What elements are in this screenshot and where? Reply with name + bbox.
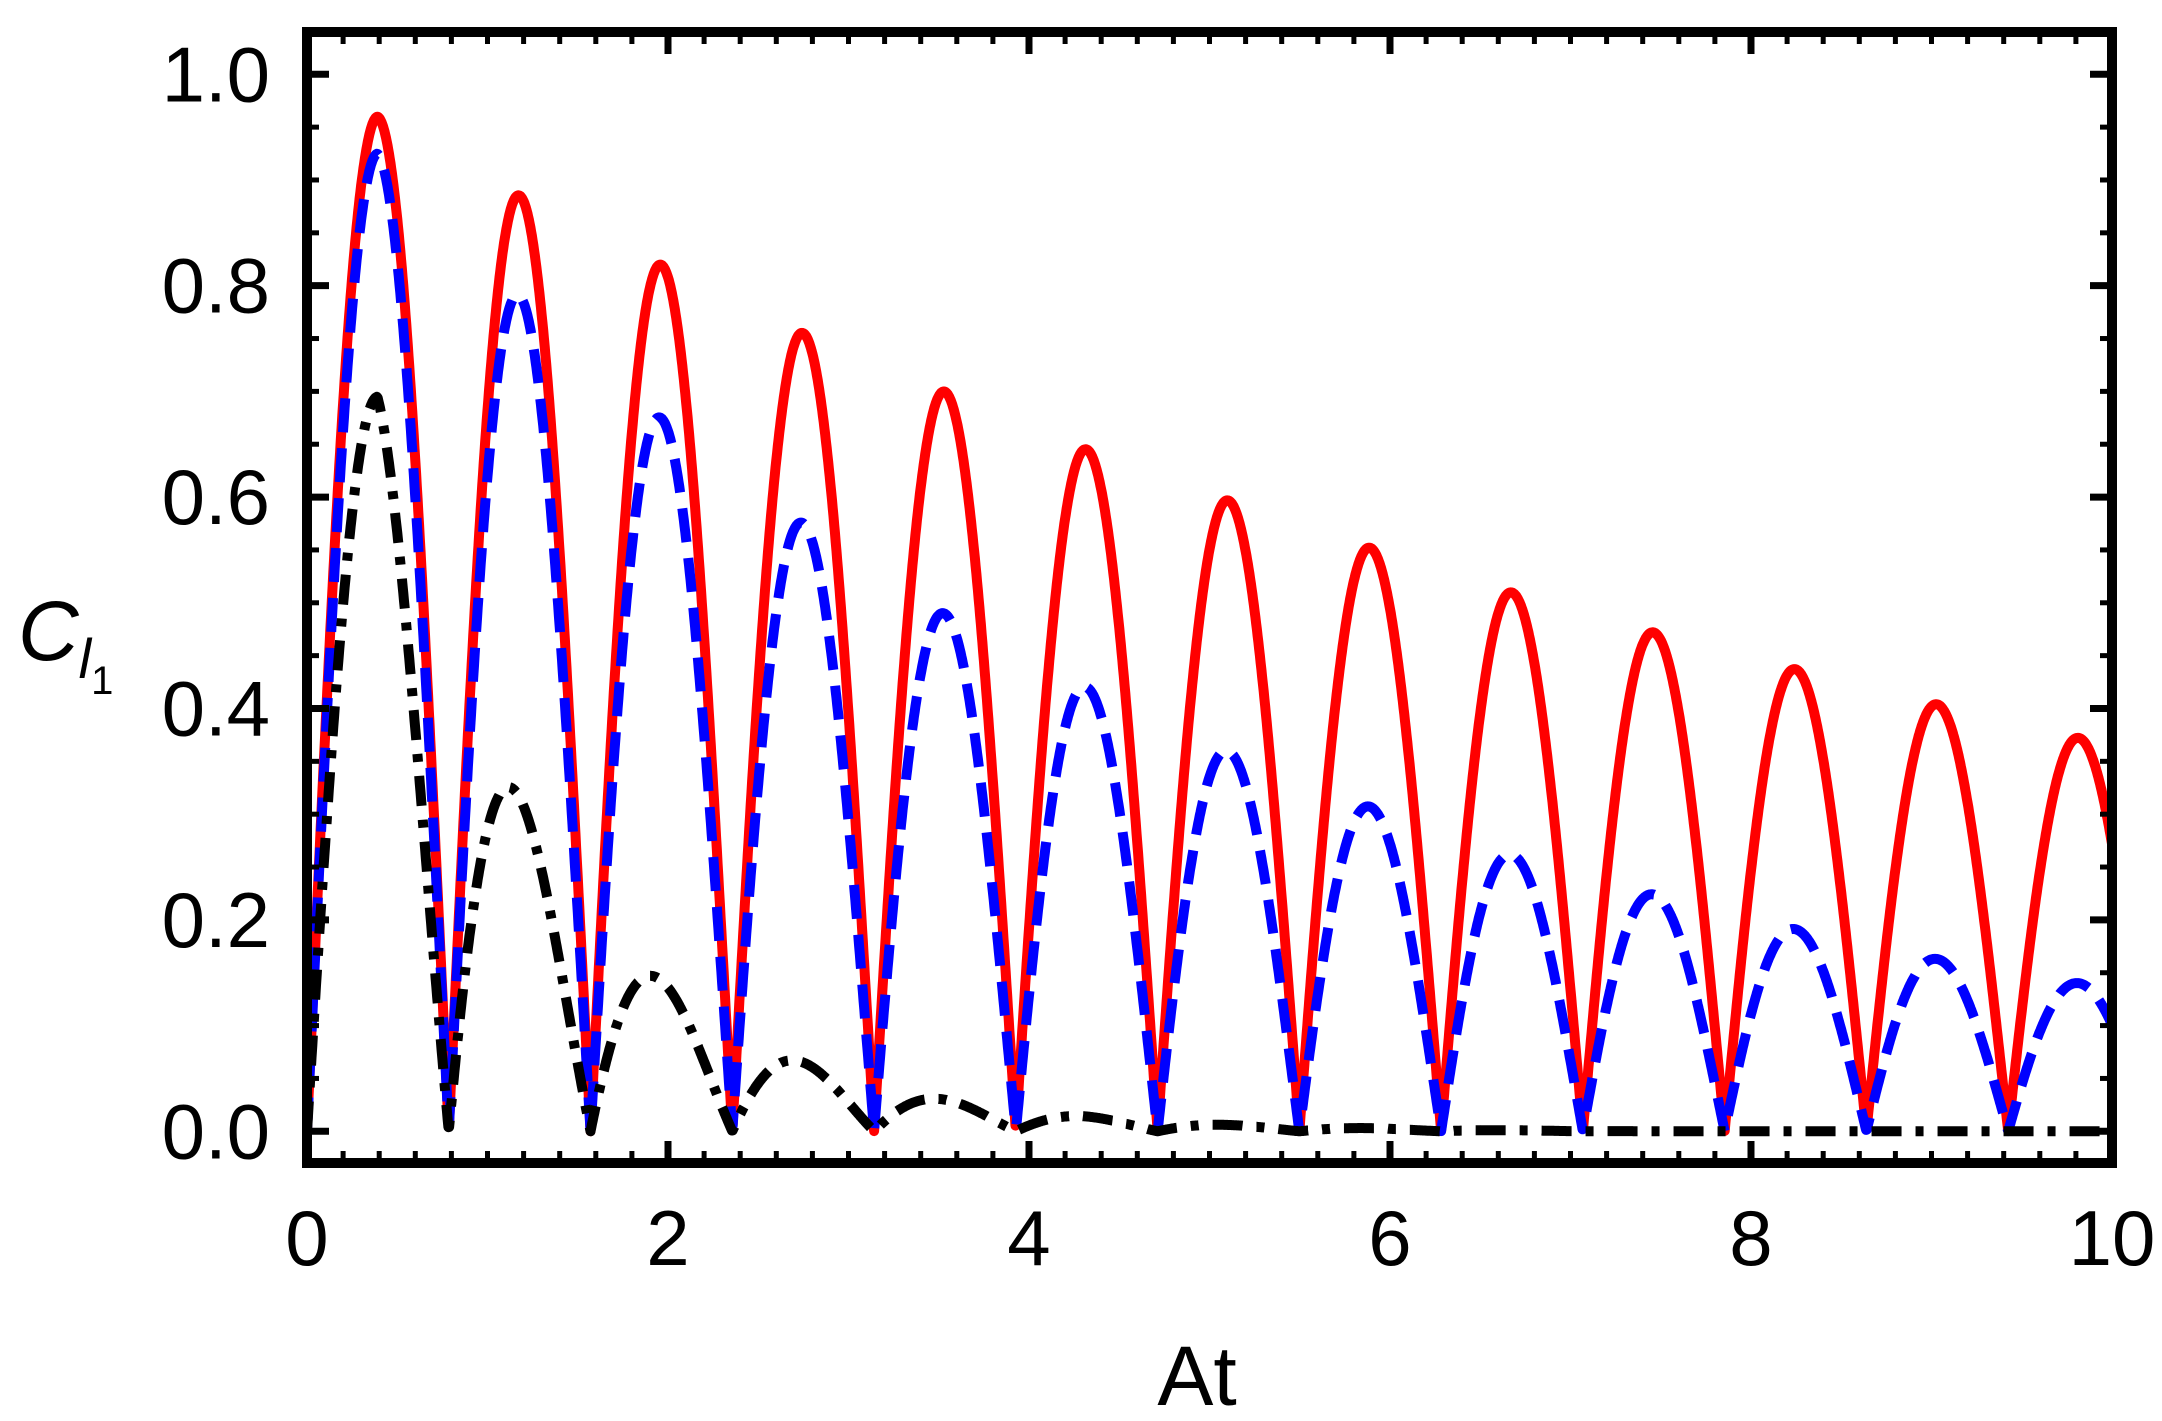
y-tick-label: 0.8 xyxy=(162,242,270,330)
x-tick-label: 10 xyxy=(2069,1194,2156,1282)
y-tick-labels: 0.0 0.2 0.4 0.6 0.8 1.0 xyxy=(162,30,270,1175)
series-line-dashed xyxy=(302,148,2117,1137)
series-line-dashdot xyxy=(302,391,2117,1137)
y-axis-title-main: C xyxy=(18,584,80,678)
plot-frame xyxy=(302,27,2117,1168)
x-tick-label: 4 xyxy=(1007,1194,1050,1282)
y-tick-label: 0.4 xyxy=(162,664,270,752)
x-tick-label: 0 xyxy=(285,1194,328,1282)
y-axis-title-subsub: 1 xyxy=(91,659,113,703)
x-tick-label: 8 xyxy=(1729,1194,1772,1282)
y-tick-label: 1.0 xyxy=(162,30,270,118)
x-tick-labels: 0 2 4 6 8 10 xyxy=(285,1194,2155,1282)
y-tick-label: 0.6 xyxy=(162,453,270,541)
x-axis-title: At xyxy=(1157,1329,1236,1421)
y-tick-label: 0.2 xyxy=(162,876,270,964)
x-tick-label: 2 xyxy=(646,1194,689,1282)
x-tick-label: 6 xyxy=(1368,1194,1411,1282)
y-axis-title-sub: l xyxy=(79,627,93,690)
y-axis-title: Cl1 xyxy=(18,584,113,703)
y-tick-label: 0.0 xyxy=(162,1087,270,1175)
series-layer xyxy=(302,111,2117,1137)
